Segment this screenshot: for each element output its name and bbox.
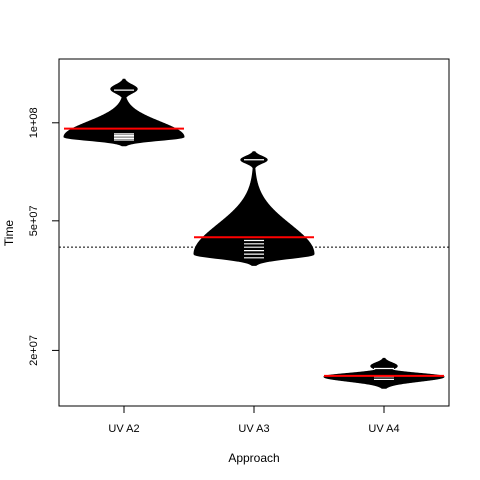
x-tick-label: UV A2 (108, 423, 139, 435)
beans-layer (59, 78, 449, 389)
y-axis-title: Time (2, 220, 16, 247)
x-tick-label: UV A4 (368, 423, 399, 435)
y-tick-label: 5e+07 (28, 205, 40, 236)
plot-frame (58, 58, 450, 407)
bean-shape (323, 357, 445, 389)
y-tick-label: 2e+07 (28, 335, 40, 366)
y-tick-label: 1e+08 (28, 107, 40, 138)
x-tick-label: UV A3 (238, 423, 269, 435)
x-axis-title: Approach (228, 451, 279, 465)
